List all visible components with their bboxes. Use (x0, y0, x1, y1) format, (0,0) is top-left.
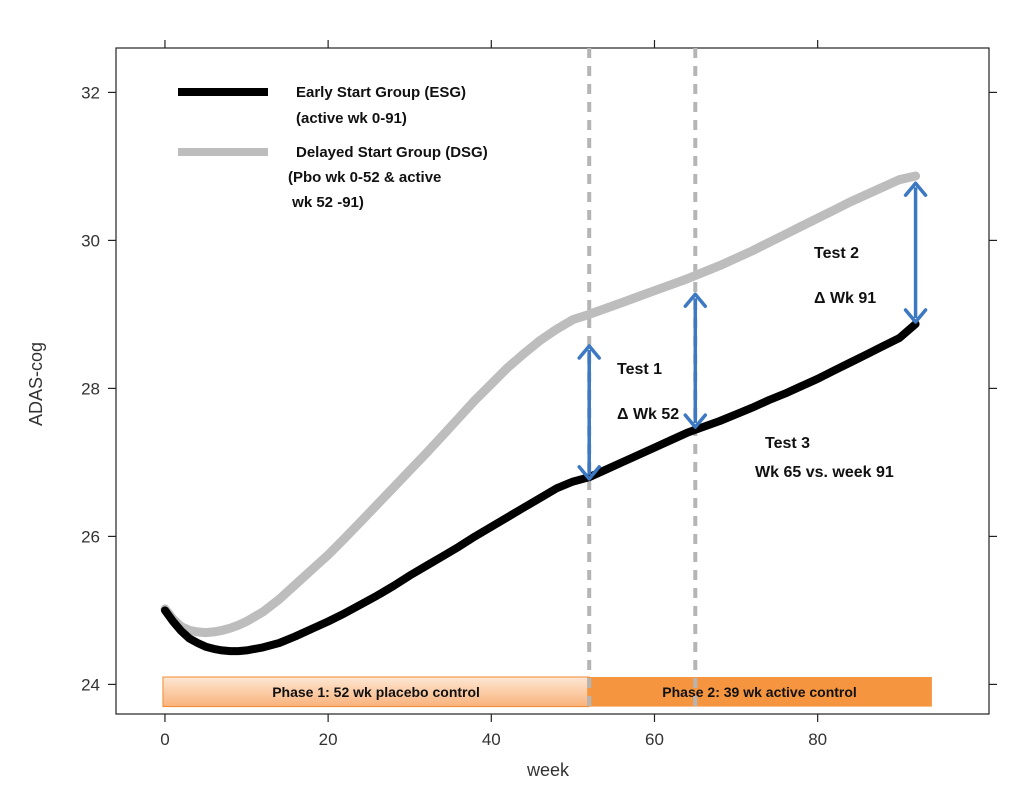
x-axis-title: week (526, 760, 570, 780)
x-tick-label-60: 60 (645, 730, 664, 749)
phase-bar-1 (162, 676, 590, 708)
y-axis-title: ADAS-cog (26, 342, 46, 426)
series-line-dsg (160, 171, 921, 638)
x-tick-label-80: 80 (808, 730, 827, 749)
legend-label-esg: Early Start Group (ESG) (296, 84, 466, 101)
legend-sublabel-dsg-line2: wk 52 -91) (288, 194, 364, 211)
x-tick-label-0: 0 (160, 730, 169, 749)
phase-label-2: Phase 2: 39 wk active control (662, 684, 857, 700)
phase-bars: Phase 1: 52 wk placebo control Phase 2: 3… (162, 676, 932, 708)
y-tick-label-24: 24 (81, 675, 100, 694)
x-tick-label-40: 40 (482, 730, 501, 749)
annotation-test2-delta: Δ Wk 91 (814, 290, 876, 307)
y-tick-label-28: 28 (81, 379, 100, 398)
legend: Early Start Group (ESG) (active wk 0-91)… (178, 84, 488, 211)
axes: 0 20 40 60 80 24 26 28 30 32 (81, 40, 997, 749)
x-tick-label-20: 20 (319, 730, 338, 749)
arrow-2 (683, 292, 708, 429)
annotation-test1-delta: Δ Wk 52 (617, 406, 679, 423)
annotation-test1-title: Test 1 (617, 361, 662, 378)
plot-border (115, 47, 990, 715)
phase-bar-2 (587, 677, 932, 707)
series-line-esg (161, 320, 920, 656)
phase-label-1: Phase 1: 52 wk placebo control (272, 684, 480, 700)
arrow-head-top (903, 181, 928, 197)
arrow-head-bottom (903, 308, 928, 324)
y-tick-label-32: 32 (81, 83, 100, 102)
annotation-test3-detail: Wk 65 vs. week 91 (755, 464, 894, 481)
arrow-1 (577, 344, 601, 481)
annotation-test3-title: Test 3 (765, 435, 810, 452)
annotation-test2-title: Test 2 (814, 245, 859, 262)
arrow-head-bottom (683, 413, 708, 429)
arrow-head-top (683, 292, 708, 308)
legend-sublabel-esg: (active wk 0-91) (296, 110, 407, 127)
arrow-head-top (577, 344, 601, 360)
y-tick-label-30: 30 (81, 231, 100, 250)
y-tick-label-26: 26 (81, 527, 100, 546)
annotations: Test 1 Δ Wk 52 Test 2 Δ Wk 91 Test 3 Wk … (617, 245, 894, 481)
plot-frame (115, 47, 990, 715)
legend-sublabel-dsg-line1: (Pbo wk 0-52 & active (288, 169, 441, 186)
legend-label-dsg: Delayed Start Group (DSG) (296, 144, 488, 161)
arrow-head-bottom (577, 465, 601, 481)
series-lines (160, 171, 921, 656)
difference-arrows (577, 181, 928, 481)
arrow-3 (903, 181, 928, 324)
